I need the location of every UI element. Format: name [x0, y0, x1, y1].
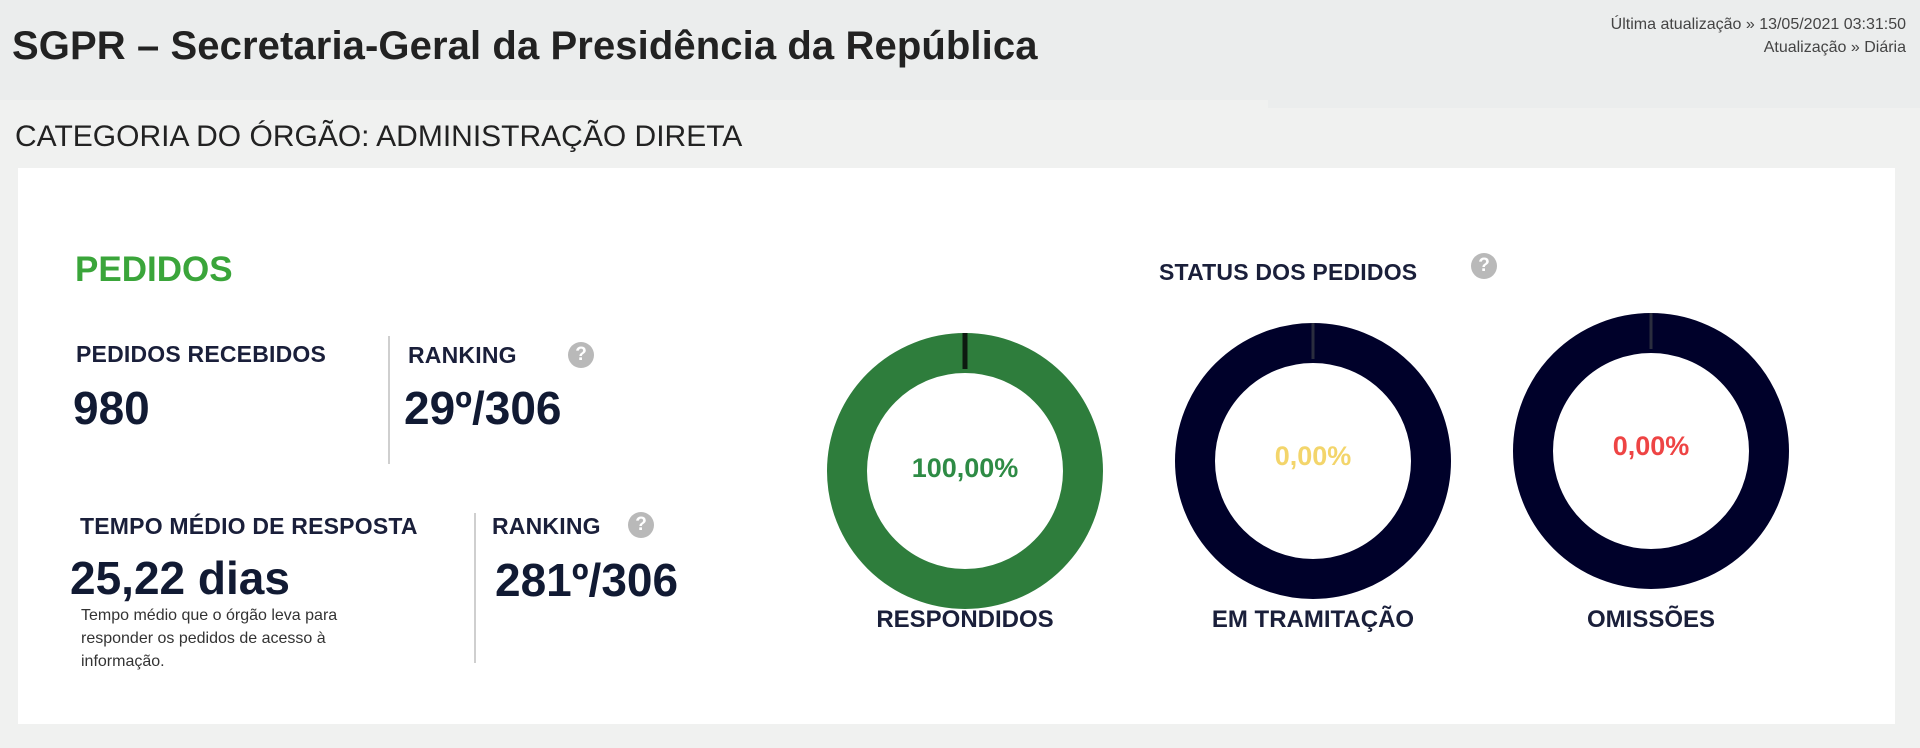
ranking-help-icon[interactable]: ?	[568, 342, 594, 368]
header-bar	[0, 0, 1920, 100]
tempo-ranking-help-icon[interactable]: ?	[628, 512, 654, 538]
divider-2	[474, 513, 476, 663]
divider-1	[388, 336, 390, 464]
pedidos-panel: PEDIDOS PEDIDOS RECEBIDOS 980 RANKING ? …	[18, 168, 1895, 724]
donut-em-tramitacao	[1175, 323, 1451, 599]
tempo-medio-description: Tempo médio que o órgão leva para respon…	[81, 607, 338, 670]
donut-respondidos	[827, 333, 1103, 609]
label-omissoes: OMISSÕES	[1586, 606, 1716, 633]
tempo-ranking-value: 281º/306	[495, 554, 679, 606]
tempo-medio-label: TEMPO MÉDIO DE RESPOSTA	[80, 513, 418, 539]
label-em-tramitacao: EM TRAMITAÇÃO	[1211, 606, 1415, 633]
label-respondidos: RESPONDIDOS	[876, 606, 1054, 633]
tempo-medio-value: 25,22 dias	[70, 552, 290, 604]
update-frequency-text: Atualização » Diária	[1763, 39, 1906, 56]
pedidos-recebidos-label: PEDIDOS RECEBIDOS	[76, 341, 327, 367]
status-title: STATUS DOS PEDIDOS	[1159, 259, 1418, 285]
last-update-text: Última atualização » 13/05/2021 03:31:50	[1610, 16, 1906, 33]
ranking-label: RANKING	[408, 342, 517, 368]
pedidos-title: PEDIDOS	[75, 250, 233, 289]
organ-category: CATEGORIA DO ÓRGÃO: ADMINISTRAÇÃO DIRETA	[15, 120, 743, 153]
percent-respondidos: 100,00%	[911, 453, 1019, 483]
ranking-value: 29º/306	[404, 382, 562, 434]
page-title: SGPR – Secretaria-Geral da Presidência d…	[12, 24, 1038, 68]
status-help-icon[interactable]: ?	[1471, 253, 1497, 279]
percent-em-tramitacao: 0,00%	[1274, 441, 1352, 471]
percent-omissoes: 0,00%	[1612, 431, 1690, 461]
tempo-ranking-label: RANKING	[492, 513, 601, 539]
header-shade	[1268, 100, 1920, 108]
pedidos-recebidos-value: 980	[73, 382, 150, 434]
donut-omissoes	[1513, 313, 1789, 589]
update-info: Última atualização » 13/05/2021 03:31:50…	[1611, 13, 1906, 59]
